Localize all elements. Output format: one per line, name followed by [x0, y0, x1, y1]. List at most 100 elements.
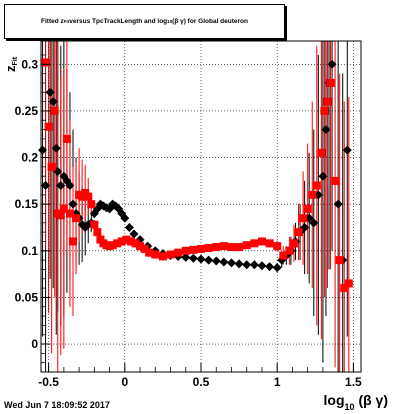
data-point-red: [308, 190, 317, 199]
y-tick-label: 0.3: [21, 57, 38, 71]
x-tick-label: 0: [121, 375, 128, 389]
y-axis-label-main: z: [3, 65, 18, 73]
x-tick-label: 1.5: [345, 375, 362, 389]
data-point-black: [318, 171, 328, 181]
data-point-red: [140, 244, 149, 253]
data-point-red: [72, 214, 81, 223]
data-point-red: [145, 248, 154, 257]
data-point-red: [197, 244, 205, 253]
data-point-black: [56, 181, 66, 191]
x-tick-label: 0.5: [193, 375, 210, 389]
data-point-black: [48, 97, 58, 107]
data-point-red: [117, 237, 126, 246]
y-axis-label-sub: Fit: [12, 56, 19, 66]
data-point-red: [204, 243, 213, 252]
x-axis-label-main: log: [323, 392, 345, 408]
data-point-black: [68, 199, 78, 209]
data-point-red: [65, 209, 74, 218]
y-tick-label: 0.2: [21, 151, 38, 165]
data-point-red: [340, 284, 349, 293]
y-tick-label: 0: [31, 337, 38, 351]
data-point-red: [235, 243, 244, 252]
title-part1-sub: Fit: [63, 19, 70, 24]
data-point-red: [289, 239, 298, 248]
timestamp-footer: Wed Jun 7 18:09:52 2017: [4, 400, 110, 410]
title-part2: versus TpcTrackLength and log: [69, 18, 168, 25]
data-point-black: [204, 255, 214, 265]
x-axis-label-sub: 10: [344, 402, 355, 412]
data-point-black: [51, 143, 61, 153]
data-point-black: [249, 260, 259, 270]
data-point-red: [59, 204, 68, 213]
data-point-red: [126, 237, 135, 246]
data-point-red: [303, 204, 312, 213]
data-point-red: [331, 176, 340, 185]
x-axis-label-rest: (β γ): [358, 392, 388, 408]
data-point-red: [273, 242, 282, 251]
data-point-black: [120, 213, 130, 223]
data-point-red: [227, 243, 236, 252]
data-point-red: [250, 239, 259, 248]
data-point-red: [323, 97, 332, 106]
y-tick-label: 0.05: [15, 290, 39, 304]
data-point-red: [108, 241, 117, 250]
data-point-red: [69, 237, 77, 246]
data-point-black: [327, 59, 337, 69]
data-point-red: [56, 211, 65, 220]
data-point-red: [136, 242, 145, 251]
data-point-red: [320, 106, 329, 115]
data-point-red: [285, 246, 294, 255]
data-point-red: [131, 239, 140, 248]
data-point-red: [62, 134, 71, 143]
data-point-black: [45, 87, 55, 97]
title-part3: (β γ) for Global deuteron: [172, 18, 248, 25]
data-point-black: [196, 254, 206, 264]
data-point-red: [47, 162, 56, 171]
data-point-red: [50, 106, 59, 115]
data-point-red: [257, 237, 266, 246]
data-point-black: [188, 253, 198, 263]
title-part1: Fitted z: [41, 18, 64, 25]
data-point-red: [166, 250, 175, 259]
data-point-red: [219, 242, 228, 251]
y-tick-label: 0.25: [15, 104, 39, 118]
data-point-black: [257, 261, 267, 271]
data-point-black: [124, 222, 134, 232]
data-point-red: [158, 252, 167, 261]
data-point-red: [151, 250, 160, 259]
data-point-red: [265, 239, 274, 248]
data-point-black: [234, 259, 244, 269]
data-point-black: [265, 262, 275, 272]
data-point-red: [279, 251, 288, 260]
data-point-red: [44, 122, 53, 131]
data-point-black: [272, 263, 282, 273]
data-point-red: [90, 220, 99, 229]
data-point-red: [335, 256, 344, 265]
data-point-black: [219, 257, 229, 267]
data-point-black: [226, 258, 236, 268]
y-tick-label: 0.1: [21, 244, 38, 258]
data-point-black: [333, 199, 343, 209]
data-point-black: [309, 218, 319, 228]
data-point-red: [122, 235, 131, 244]
data-point-red: [294, 228, 303, 237]
data-point-red: [299, 214, 308, 223]
data-point-black: [65, 181, 75, 191]
y-axis-label: zFit: [2, 57, 20, 72]
data-point-black: [342, 145, 352, 155]
data-point-red: [326, 78, 335, 87]
chart-title: Fitted z Fit versus TpcTrackLength and lo…: [4, 4, 285, 39]
x-tick-label: -0.5: [38, 375, 59, 389]
data-point-black: [181, 252, 191, 262]
data-points-layer: [38, 58, 353, 293]
data-point-red: [87, 200, 96, 209]
x-axis-label: log10 (β γ): [324, 392, 388, 412]
data-point-red: [41, 58, 50, 67]
data-point-black: [321, 125, 331, 135]
data-point-black: [242, 260, 252, 270]
data-point-red: [84, 192, 93, 201]
data-point-red: [242, 241, 251, 250]
data-point-red: [317, 148, 326, 157]
data-point-black: [211, 256, 221, 266]
